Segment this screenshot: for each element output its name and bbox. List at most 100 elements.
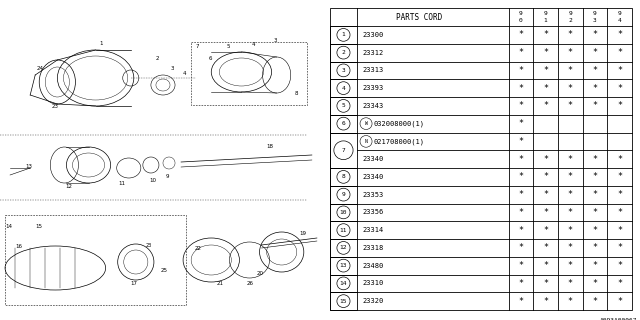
Text: 3: 3 [171,66,175,71]
Text: *: * [543,155,548,164]
Text: *: * [543,190,548,199]
Text: 21: 21 [216,281,223,286]
Text: 16: 16 [15,244,22,249]
Text: *: * [518,190,524,199]
Text: *: * [543,297,548,306]
Text: 9: 9 [342,192,346,197]
Text: *: * [593,208,597,217]
Text: 1: 1 [99,41,102,46]
Text: A093A00067: A093A00067 [600,318,637,320]
Text: 22: 22 [194,246,201,251]
Text: *: * [543,279,548,288]
Text: 13: 13 [340,263,348,268]
Text: 032008000(1): 032008000(1) [373,120,424,127]
Text: *: * [593,84,597,92]
Bar [330,44,357,61]
Text: 23313: 23313 [363,68,384,73]
Text: *: * [568,172,573,181]
Text: *: * [543,244,548,252]
Text: *: * [617,208,622,217]
Text: 7: 7 [195,44,198,49]
Text: 4: 4 [252,42,255,47]
Text: 9: 9 [166,174,170,179]
Text: 11: 11 [118,181,125,186]
Text: *: * [568,101,573,110]
Text: 23300: 23300 [363,32,384,38]
Text: *: * [518,297,524,306]
Text: 2: 2 [342,50,346,55]
Text: 17: 17 [131,281,138,286]
Bar [330,221,357,239]
Text: 23320: 23320 [363,298,384,304]
Text: *: * [518,66,524,75]
Bar [330,132,357,168]
Text: *: * [568,279,573,288]
Text: *: * [518,226,524,235]
Text: 23318: 23318 [363,245,384,251]
Text: 8: 8 [342,174,346,180]
Text: *: * [593,66,597,75]
Text: PARTS CORD: PARTS CORD [396,12,442,21]
Text: 23314: 23314 [363,227,384,233]
Text: *: * [518,30,524,39]
Bar [330,275,357,292]
Text: *: * [593,48,597,57]
Text: 23340: 23340 [363,156,384,162]
Text: 23343: 23343 [363,103,384,109]
Text: *: * [593,30,597,39]
Text: *: * [617,172,622,181]
Text: *: * [617,48,622,57]
Text: *: * [518,155,524,164]
Text: 5: 5 [227,44,230,49]
Text: 15: 15 [35,224,42,229]
Text: *: * [617,244,622,252]
Text: *: * [518,101,524,110]
Text: 23340: 23340 [363,174,384,180]
Text: 8: 8 [295,91,298,96]
Text: 12: 12 [65,184,72,189]
Text: *: * [617,190,622,199]
Text: *: * [568,208,573,217]
Text: 12: 12 [340,245,348,250]
Bar [330,61,357,79]
Text: 4: 4 [342,86,346,91]
Text: *: * [568,84,573,92]
Text: 9: 9 [544,11,547,16]
Text: *: * [593,279,597,288]
Text: *: * [593,172,597,181]
Text: 18: 18 [267,144,273,149]
Text: 23: 23 [146,243,152,248]
Text: 20: 20 [257,271,264,276]
Bar [330,204,357,221]
Text: 2: 2 [568,19,572,23]
Text: *: * [518,208,524,217]
Text: *: * [543,30,548,39]
Text: *: * [617,84,622,92]
Text: *: * [518,137,524,146]
Text: *: * [543,66,548,75]
Text: W: W [365,121,367,126]
Text: *: * [518,119,524,128]
Text: 2: 2 [156,56,159,61]
Text: 9: 9 [618,11,621,16]
Text: *: * [518,279,524,288]
Text: 021708000(1): 021708000(1) [373,138,424,145]
Text: *: * [568,190,573,199]
Text: *: * [518,244,524,252]
Text: 23356: 23356 [363,209,384,215]
Text: *: * [617,66,622,75]
Text: *: * [568,155,573,164]
Text: *: * [568,297,573,306]
Bar [330,168,357,186]
Text: 23: 23 [52,104,59,109]
Text: *: * [568,244,573,252]
Text: *: * [617,155,622,164]
Text: *: * [518,261,524,270]
Text: *: * [617,226,622,235]
Text: 10: 10 [340,210,348,215]
Text: *: * [593,155,597,164]
Bar [330,97,357,115]
Text: *: * [543,48,548,57]
Text: 23310: 23310 [363,280,384,286]
Text: 23353: 23353 [363,192,384,198]
